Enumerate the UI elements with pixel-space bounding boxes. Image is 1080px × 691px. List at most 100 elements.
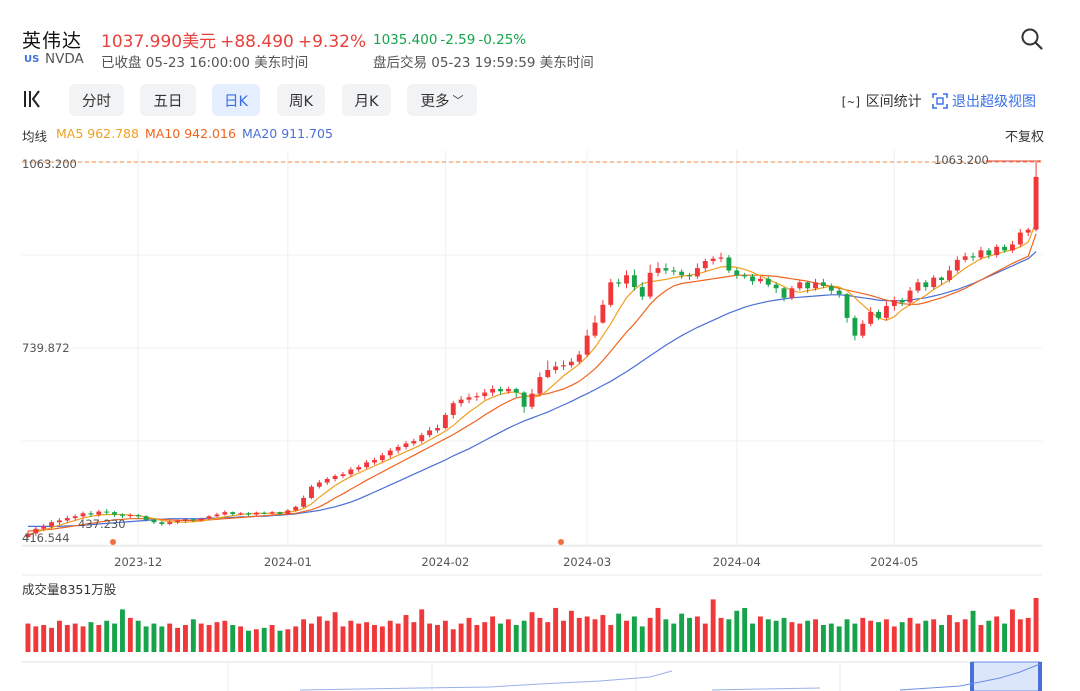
volume-bar [608, 625, 614, 652]
candle-body [978, 250, 984, 258]
price-change-pct: +9.32% [297, 32, 367, 52]
volume-bar [576, 617, 582, 652]
candle-body [844, 294, 850, 318]
volume-bar [891, 626, 897, 652]
volume-bar [427, 623, 433, 652]
volume-bar [860, 617, 866, 652]
candle-body [277, 512, 283, 514]
candle-body [710, 258, 716, 262]
x-axis-ticks: 2023-12 2024-01 2024-02 2024-03 2024-04 2024-… [114, 555, 918, 569]
candle-body [395, 447, 401, 451]
candle-body [1033, 176, 1039, 230]
candle-body [72, 516, 78, 519]
volume-bar [72, 623, 78, 652]
volume-bar [324, 620, 330, 652]
volume-bar [364, 622, 370, 652]
candle-body [403, 443, 409, 448]
volume-bar [238, 626, 244, 652]
candle-body [159, 522, 165, 525]
volume-bar [57, 620, 62, 652]
volume-bar [592, 619, 598, 652]
ticker-symbol: NVDA [45, 51, 84, 67]
volume-bar [498, 623, 503, 652]
interval-stats-button[interactable]: [~] 区间统计 [840, 91, 922, 111]
volume-bar [246, 630, 251, 652]
candle-body [442, 415, 448, 429]
volume-bar [781, 617, 787, 652]
candle-body [679, 271, 685, 276]
volume-bar [852, 623, 858, 652]
tab-daily-k[interactable]: 日K [212, 84, 260, 116]
volume-bar [143, 626, 149, 652]
volume-bar [387, 620, 393, 652]
volume-label: 成交量8351万股 [22, 582, 117, 597]
volume-bar [600, 615, 606, 652]
tab-five-day[interactable]: 五日 [140, 84, 196, 116]
navigator-line-a [299, 670, 673, 691]
candle-body [490, 388, 496, 393]
candle-body [41, 526, 47, 529]
volume-bar [820, 625, 826, 652]
volume-bar [639, 626, 645, 652]
price-change: +88.490 [220, 32, 294, 52]
candle-body [718, 257, 724, 259]
market-badge: US [24, 54, 40, 65]
volume-bar [135, 620, 141, 652]
volume-bar [718, 617, 724, 652]
volume-bar [553, 607, 559, 652]
volume-bar [876, 622, 881, 652]
chart-grid [22, 150, 1042, 576]
candle-body [781, 288, 787, 298]
volume-bar [269, 625, 275, 652]
volume-bar [41, 625, 47, 652]
volume-bar [663, 619, 669, 652]
candle-body [175, 521, 181, 523]
candle-body [954, 259, 960, 271]
candle-body [450, 403, 456, 416]
volume-bar [466, 617, 472, 652]
candle-body [521, 392, 527, 407]
volume-bar [293, 626, 299, 652]
event-markers [110, 539, 564, 545]
candle-body [742, 275, 748, 277]
volume-bar [151, 623, 157, 652]
tab-weekly-k[interactable]: 周K [277, 84, 325, 116]
search-icon[interactable] [1020, 27, 1044, 51]
tab-monthly-k[interactable]: 月K [342, 84, 391, 116]
candle-body [474, 396, 480, 398]
event-dot [558, 539, 564, 545]
volume-bar [789, 622, 795, 652]
interval-stats-label: 区间统计 [865, 94, 922, 110]
volume-bar [214, 622, 220, 652]
volume-bar [253, 629, 259, 652]
volume-bar [285, 629, 291, 652]
navigator-line-b [711, 687, 821, 691]
candle-body [860, 323, 866, 336]
volume-bar [962, 619, 968, 652]
price-adjust-toggle[interactable]: 不复权 [1005, 130, 1045, 145]
volume-bar [702, 623, 708, 652]
candle-body [655, 268, 661, 273]
volume-bar [946, 615, 952, 652]
overview-navigator [22, 661, 1042, 691]
volume-bar [80, 626, 86, 652]
volume-bar [836, 626, 842, 652]
tab-more[interactable]: 更多 ﹀ [407, 84, 477, 116]
x-tick-label: 2024-01 [264, 555, 312, 569]
candle-body [616, 282, 622, 284]
candle-body [269, 512, 275, 514]
exit-super-view-button[interactable]: 退出超级视图 [932, 91, 1036, 111]
tab-intraday[interactable]: 分时 [69, 84, 124, 116]
interval-stats-icon: [~] [840, 95, 862, 109]
navigator-line-c [899, 663, 1041, 691]
candle-body [57, 520, 62, 523]
volume-bar [805, 620, 811, 652]
candle-body [332, 476, 338, 479]
volume-bar [797, 623, 803, 652]
candle-body [143, 516, 149, 520]
volume-bar [505, 619, 511, 652]
collapse-sidebar-icon[interactable] [22, 89, 42, 109]
volume-bar [419, 609, 425, 652]
candle-body [789, 288, 795, 298]
